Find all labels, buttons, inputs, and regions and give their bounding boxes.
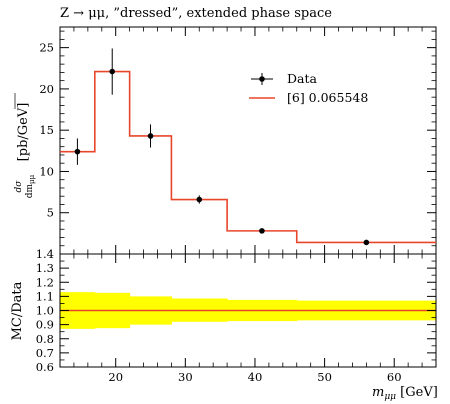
legend-data-label: Data: [287, 71, 317, 86]
ratio-y-tick-label: 0.9: [36, 318, 54, 332]
data-point: [363, 239, 370, 246]
x-tick-label: 60: [387, 370, 402, 384]
ratio-y-axis-label: MC/Data: [10, 281, 25, 340]
ratio-y-tick-label: 1.0: [36, 304, 54, 318]
ratio-y-ticks: 0.60.70.80.91.01.11.21.31.4: [36, 247, 436, 374]
ratio-y-tick-label: 0.8: [36, 332, 54, 346]
ratio-x-ticks: 20 30 40 50 60: [59, 254, 437, 384]
legend-data-marker: [259, 76, 265, 82]
ratio-y-tick-label: 1.2: [36, 275, 54, 289]
x-axis-label: mμμ [GeV]: [372, 385, 438, 402]
data-point: [196, 196, 203, 203]
x-tick-label: 50: [317, 370, 332, 384]
data-points: [74, 48, 370, 246]
mc-histogram: [60, 70, 436, 244]
y-tick-label: 20: [39, 82, 54, 96]
ratio-y-tick-label: 1.3: [36, 261, 54, 275]
data-point: [74, 148, 81, 155]
data-point: [259, 228, 265, 234]
main-y-ticks: 5 10 15 20 25: [39, 30, 436, 247]
ratio-y-tick-label: 0.7: [36, 346, 54, 360]
chart-title: Z → μμ, ”dressed”, extended phase space: [60, 6, 332, 21]
main-frame: [59, 26, 437, 255]
legend-item-mc: [6] 0.065548: [249, 90, 368, 105]
y-tick-label: 15: [39, 123, 54, 137]
ratio-panel: 0.60.70.80.91.01.11.21.31.4 20 30 40 50 60: [36, 247, 437, 384]
ratio-y-tick-label: 0.6: [36, 360, 54, 374]
x-tick-label: 30: [178, 370, 193, 384]
ratio-y-tick-label: 1.4: [36, 247, 54, 261]
data-point: [147, 133, 154, 139]
y-tick-label: 5: [47, 206, 54, 220]
x-tick-label: 20: [108, 370, 123, 384]
legend: Data [6] 0.065548: [249, 71, 368, 105]
legend-mc-label: [6] 0.065548: [287, 90, 368, 105]
y-tick-label: 25: [39, 41, 54, 55]
data-point: [109, 68, 116, 75]
ratio-y-tick-label: 1.1: [36, 289, 54, 303]
main-x-ticks: [59, 27, 437, 254]
y-axis-label: dσ dmμμ [pb/GeV]: [6, 103, 38, 199]
y-tick-label: 10: [39, 164, 54, 178]
x-tick-label: 40: [248, 370, 263, 384]
legend-item-data: Data: [251, 71, 317, 86]
main-panel: 5 10 15 20 25: [39, 26, 437, 255]
